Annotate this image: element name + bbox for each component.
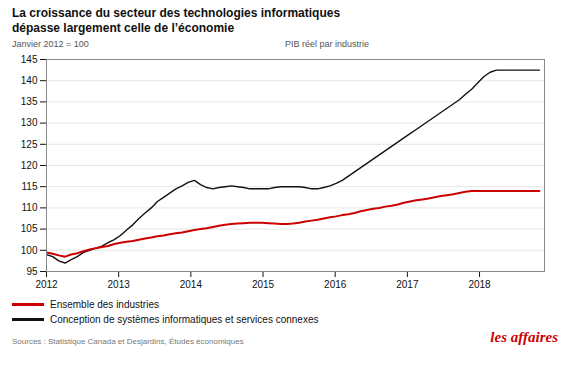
svg-text:115: 115 <box>22 181 38 192</box>
svg-text:105: 105 <box>21 223 38 234</box>
svg-text:110: 110 <box>22 202 38 213</box>
html-text:les affaires: les affaires <box>490 329 558 345</box>
html-text:PIB réel par industrie: PIB réel par industrie <box>285 39 369 49</box>
svg-text:135: 135 <box>21 96 38 107</box>
svg-text:140: 140 <box>21 75 38 86</box>
svg-text:2015: 2015 <box>252 279 275 290</box>
svg-text:2016: 2016 <box>324 279 347 290</box>
svg-text:120: 120 <box>21 160 38 171</box>
svg-text:2017: 2017 <box>396 279 419 290</box>
svg-text:2013: 2013 <box>108 279 131 290</box>
svg-text:2012: 2012 <box>35 279 58 290</box>
html-text:Ensemble des industries: Ensemble des industries <box>50 299 159 310</box>
html-text:La croissance du secteur des t: La croissance du secteur des technologie… <box>12 6 341 35</box>
html-text:Conception de systèmes informa: Conception de systèmes informatiques et … <box>50 314 319 325</box>
html-text:Janvier 2012 = 100: Janvier 2012 = 100 <box>12 39 89 49</box>
svg-text:145: 145 <box>21 54 38 65</box>
svg-text:2018: 2018 <box>468 279 491 290</box>
svg-text:130: 130 <box>21 117 38 128</box>
html-text:Sources : Statistique Canada e: Sources : Statistique Canada et Desjardi… <box>12 337 244 346</box>
svg-text:95: 95 <box>26 266 38 277</box>
svg-text:100: 100 <box>21 245 38 256</box>
svg-text:2014: 2014 <box>180 279 203 290</box>
svg-text:125: 125 <box>21 139 38 150</box>
